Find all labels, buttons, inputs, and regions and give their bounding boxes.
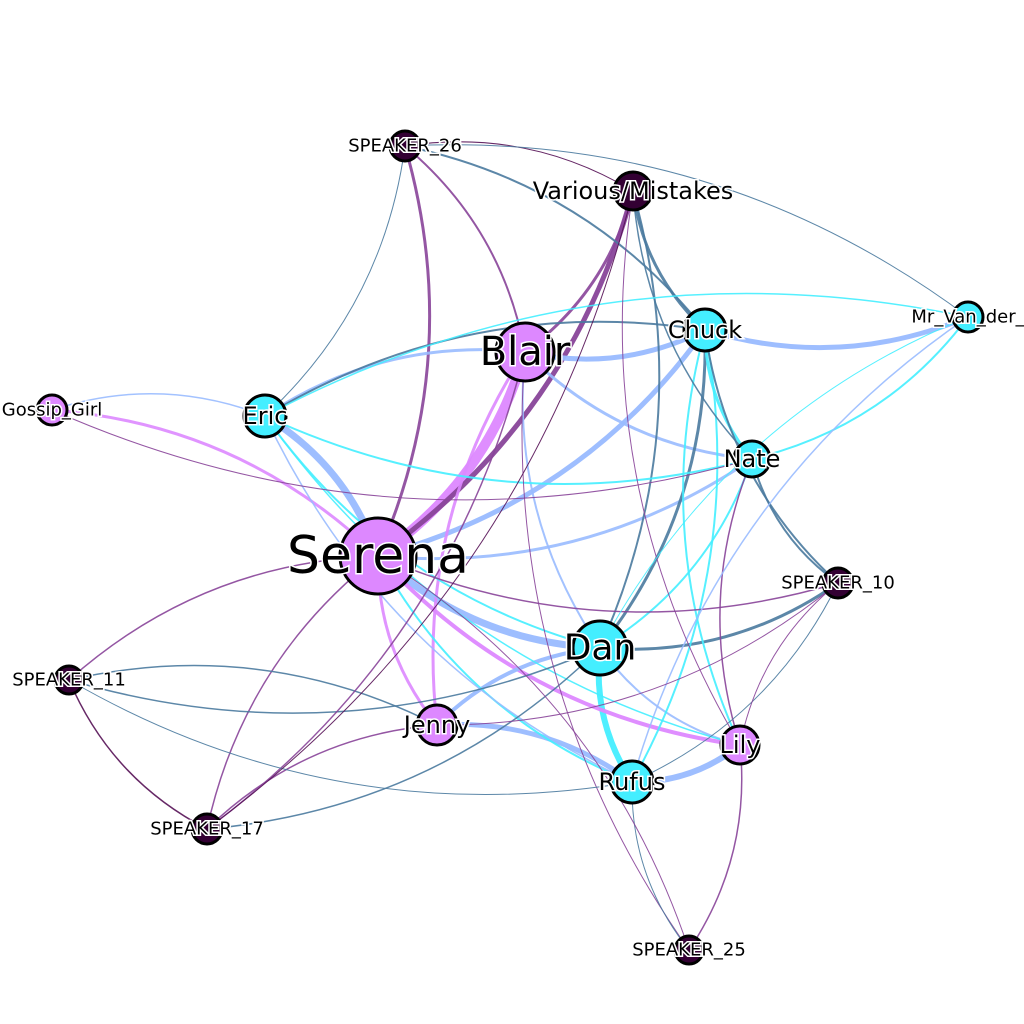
node-label-sp17: SPEAKER_17	[150, 819, 264, 840]
edge-sp11-sp17	[69, 680, 207, 829]
labels-layer: Serena Blair Dan Chuck Nate Eric Jenny Lily Rufu…	[2, 136, 1024, 961]
node-label-sp11: SPEAKER_11	[12, 670, 126, 691]
node-label-eric: Eric	[243, 402, 288, 430]
edge-nate-mrvan	[752, 317, 968, 459]
edge-serena-sp26	[378, 146, 430, 556]
edge-chuck-sp26	[405, 146, 705, 330]
node-label-nate: Nate	[724, 445, 781, 473]
edge-eric-sp26	[265, 146, 405, 416]
node-label-blair: Blair	[480, 329, 571, 375]
node-label-sp10: SPEAKER_10	[781, 573, 895, 594]
edge-nate-lily	[720, 459, 752, 745]
node-label-sp26: SPEAKER_26	[348, 136, 462, 157]
edge-sp25-serena	[378, 556, 689, 950]
edge-sp25-lily	[689, 745, 742, 950]
node-label-serena: Serena	[287, 526, 469, 586]
edge-serena-sp17	[207, 556, 378, 829]
edge-mrvan-dan	[600, 317, 968, 648]
node-label-various: Various/Mistakes	[533, 177, 734, 205]
node-label-gossip: Gossip_Girl	[2, 400, 103, 421]
node-label-rufus: Rufus	[599, 768, 666, 796]
node-label-sp25: SPEAKER_25	[632, 940, 746, 961]
edge-jenny-sp17	[207, 725, 437, 829]
node-label-lily: Lily	[720, 731, 761, 759]
node-label-chuck: Chuck	[668, 316, 742, 344]
node-label-mrvan: Mr_Van_der_	[911, 307, 1024, 328]
node-label-dan: Dan	[564, 628, 637, 669]
node-label-jenny: Jenny	[402, 711, 470, 739]
edge-blair-dan	[523, 352, 600, 648]
edge-sp10-lily	[740, 583, 838, 745]
edge-chuck-lily	[683, 330, 740, 745]
edge-sp11-dan	[69, 648, 600, 713]
edge-gossip-nate	[52, 410, 752, 500]
edge-eric-nate	[265, 416, 752, 484]
edge-nate-sp10	[752, 459, 838, 583]
